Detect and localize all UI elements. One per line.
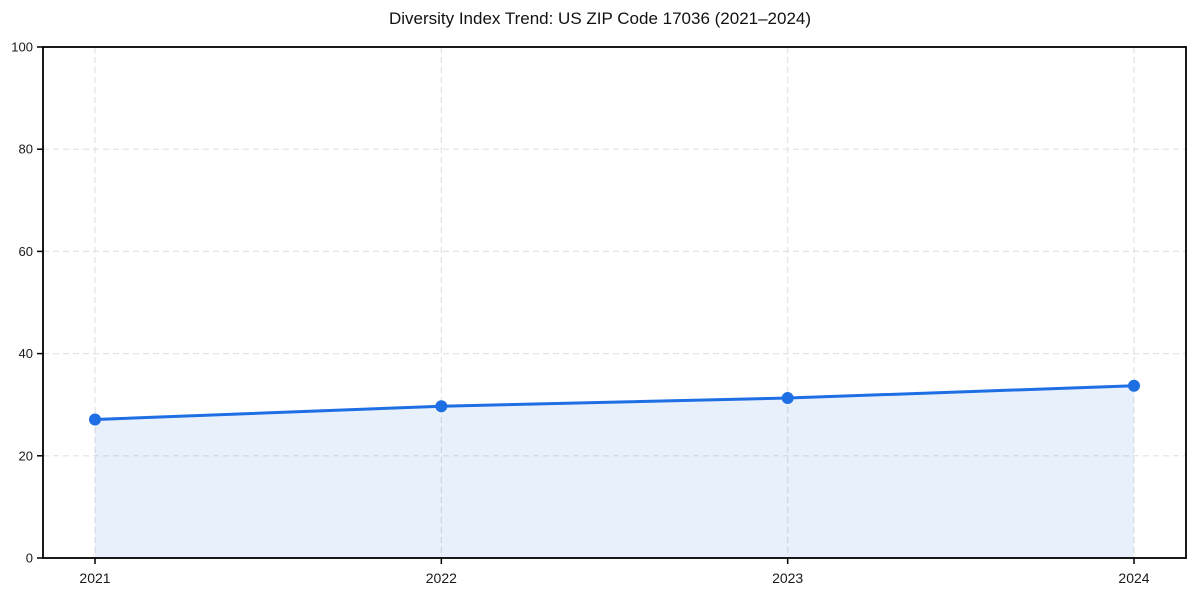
y-axis: 0 20 40 60 80 100 — [11, 40, 43, 566]
data-point-2024 — [1128, 379, 1140, 392]
x-tick-label: 2021 — [79, 570, 110, 586]
y-tick-label: 80 — [19, 142, 33, 157]
gridlines — [43, 47, 1186, 558]
series-area-fill — [95, 385, 1134, 558]
series-markers — [89, 379, 1140, 426]
y-tick-label: 20 — [19, 448, 33, 463]
series-line — [93, 384, 1136, 422]
chart-title: Diversity Index Trend: US ZIP Code 17036… — [388, 9, 812, 28]
plot-border — [42, 46, 1187, 559]
data-point-2022 — [435, 400, 448, 413]
y-tick-label: 100 — [11, 40, 33, 55]
x-tick-label: 2023 — [772, 570, 803, 586]
y-tick-label: 0 — [26, 551, 33, 566]
data-point-2023 — [781, 392, 794, 405]
y-tick-label: 40 — [19, 346, 33, 361]
y-tick-label: 60 — [19, 244, 33, 259]
x-tick-label: 2024 — [1118, 570, 1149, 586]
x-axis: 2021 2022 2023 2024 — [79, 558, 1150, 586]
x-tick-label: 2022 — [426, 570, 457, 586]
data-point-2021 — [89, 413, 101, 426]
